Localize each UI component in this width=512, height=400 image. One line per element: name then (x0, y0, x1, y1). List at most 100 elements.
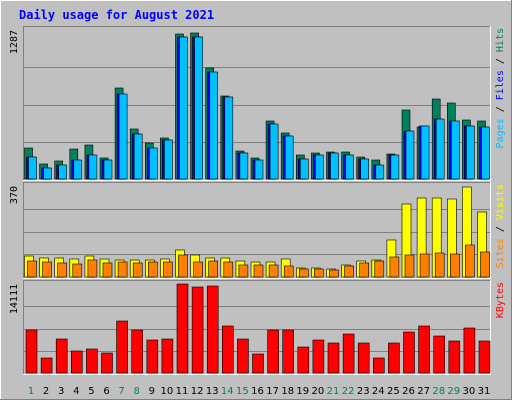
legend-part: Files (495, 70, 506, 100)
bar-kbytes-22 (342, 333, 355, 374)
x-tick-label: 24 (372, 386, 385, 397)
bar-kbytes-19 (297, 346, 310, 374)
bar-kbytes-18 (282, 329, 295, 374)
bar-sites-15 (238, 264, 249, 278)
bar-sites-10 (163, 261, 173, 278)
x-tick-label: 10 (161, 386, 174, 397)
bar-kbytes-20 (312, 339, 325, 374)
x-tick-label: 14 (221, 386, 234, 397)
bar-sites-16 (253, 264, 264, 278)
bar-pages-25 (390, 154, 400, 180)
bar-sites-8 (132, 262, 143, 278)
max-label-top: 1287 (9, 30, 20, 54)
legend-part: Pages (495, 118, 506, 148)
bar-pages-5 (88, 154, 98, 180)
x-tick-label: 1 (28, 386, 34, 397)
bar-sites-28 (434, 252, 445, 278)
bar-pages-19 (299, 158, 309, 180)
bar-sites-1 (27, 260, 37, 278)
bar-kbytes-24 (372, 357, 385, 374)
bar-sites-5 (87, 259, 98, 278)
bar-kbytes-14 (222, 325, 234, 374)
bar-pages-6 (103, 159, 113, 180)
bar-pages-11 (179, 36, 188, 180)
bar-pages-4 (73, 159, 83, 180)
legend-part: Visits (495, 184, 506, 220)
bar-sites-3 (57, 262, 68, 278)
x-tick-label: 27 (417, 386, 430, 397)
chart-panels: 1287 Pages / Files / Hits 370 Sites / Visit… (9, 26, 506, 375)
x-tick-label: 8 (134, 386, 140, 397)
legend-part: KBytes (495, 282, 506, 318)
bar-kbytes-3 (55, 338, 68, 374)
x-tick-label: 9 (149, 386, 155, 397)
bar-kbytes-13 (206, 285, 219, 374)
bar-pages-29 (450, 120, 460, 180)
x-tick-labels: 1 2 3 4 5 6 7 8 9 10 11 12 13 14 15 16 17 18 19 20 21 22 23 24 2… (28, 386, 491, 397)
bar-sites-31 (480, 251, 490, 278)
bar-sites-19 (298, 268, 309, 278)
bar-sites-29 (449, 253, 460, 278)
bar-kbytes-4 (71, 350, 83, 374)
x-tick-label: 3 (58, 386, 64, 397)
x-tick-label: 28 (432, 386, 445, 397)
bar-pages-12 (194, 36, 203, 180)
bar-sites-6 (102, 262, 113, 278)
bar-kbytes-7 (116, 320, 128, 374)
x-tick-label: 29 (447, 386, 460, 397)
bar-pages-14 (224, 96, 234, 180)
bar-sites-13 (208, 260, 218, 278)
bar-kbytes-10 (161, 338, 174, 374)
bar-sites-4 (72, 263, 83, 278)
bar-kbytes-26 (403, 331, 415, 374)
bar-sites-24 (374, 260, 385, 278)
bar-pages-30 (466, 125, 475, 180)
bar-sites-18 (283, 265, 294, 278)
x-tick-label: 23 (357, 386, 370, 397)
max-label-middle: 370 (9, 186, 20, 204)
chart-title: Daily usage for August 2021 (19, 8, 214, 22)
x-tick-label: 31 (478, 386, 491, 397)
bar-pages-27 (420, 125, 430, 180)
bar-kbytes-17 (267, 329, 279, 374)
bar-pages-10 (164, 139, 173, 180)
x-tick-label: 5 (88, 386, 94, 397)
bar-sites-2 (42, 261, 52, 278)
legend-part: / (495, 52, 506, 70)
bar-pages-26 (405, 130, 415, 180)
bar-pages-16 (254, 159, 264, 180)
x-tick-label: 20 (312, 386, 325, 397)
legend-part: / (495, 220, 506, 238)
bar-kbytes-31 (478, 340, 491, 374)
bar-kbytes-21 (327, 342, 340, 374)
bar-kbytes-28 (433, 335, 446, 374)
bar-pages-20 (315, 154, 324, 180)
bar-pages-17 (269, 123, 279, 180)
x-tick-label: 13 (206, 386, 219, 397)
bar-sites-9 (148, 261, 158, 278)
bar-sites-30 (465, 244, 475, 278)
x-tick-label: 18 (281, 386, 294, 397)
bar-pages-21 (330, 152, 339, 180)
bar-pages-18 (284, 135, 294, 180)
legend-label-top: Pages / Files / Hits (495, 28, 506, 148)
x-tick-label: 22 (342, 386, 355, 397)
bar-pages-22 (345, 154, 354, 180)
legend-part: Hits (495, 28, 506, 52)
bar-kbytes-29 (448, 340, 461, 374)
bar-pages-23 (360, 158, 370, 180)
bar-pages-1 (28, 156, 37, 180)
x-tick-label: 2 (43, 386, 49, 397)
x-tick-label: 6 (103, 386, 109, 397)
bar-pages-24 (375, 164, 385, 180)
legend-label-middle: Sites / Visits (495, 184, 506, 268)
bar-sites-7 (117, 261, 128, 278)
x-tick-label: 26 (402, 386, 415, 397)
bar-sites-21 (329, 269, 339, 278)
bar-kbytes-2 (40, 357, 53, 374)
bar-kbytes-23 (357, 342, 370, 374)
x-tick-label: 21 (327, 386, 340, 397)
bar-pages-8 (133, 133, 143, 180)
bar-kbytes-11 (176, 283, 189, 374)
